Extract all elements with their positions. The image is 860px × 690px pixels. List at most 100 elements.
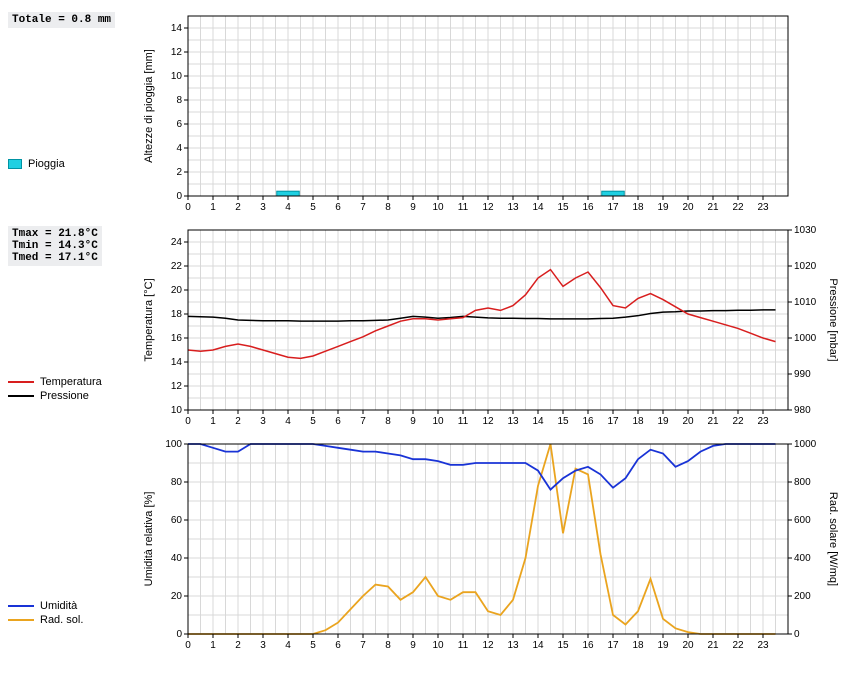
svg-text:18: 18 [632,640,644,651]
svg-text:Pressione [mbar]: Pressione [mbar] [827,278,838,361]
legend-rain-label: Pioggia [28,158,65,170]
svg-text:11: 11 [458,416,469,427]
svg-text:20: 20 [682,202,694,213]
svg-text:40: 40 [171,553,183,564]
svg-text:800: 800 [794,477,811,488]
svg-text:23: 23 [757,640,769,651]
svg-text:9: 9 [410,202,416,213]
svg-text:12: 12 [171,47,183,58]
svg-text:22: 22 [171,261,183,272]
svg-text:3: 3 [260,640,266,651]
svg-text:17: 17 [607,640,619,651]
svg-text:Umidità relativa [%]: Umidità relativa [%] [143,492,155,587]
svg-text:1: 1 [210,640,216,651]
legend-radiation-label: Rad. sol. [40,614,83,626]
svg-text:15: 15 [557,202,569,213]
svg-text:16: 16 [171,333,183,344]
svg-text:20: 20 [171,591,183,602]
svg-text:21: 21 [707,202,719,213]
svg-text:23: 23 [757,202,769,213]
svg-text:5: 5 [310,202,316,213]
svg-text:10: 10 [432,202,444,213]
svg-text:12: 12 [482,416,494,427]
svg-text:1: 1 [210,416,216,427]
svg-text:20: 20 [171,285,183,296]
svg-text:1000: 1000 [794,333,817,344]
svg-text:4: 4 [285,416,291,427]
svg-text:10: 10 [171,405,183,416]
svg-text:6: 6 [176,119,182,130]
legend-pressure-label: Pressione [40,390,89,402]
svg-text:2: 2 [235,202,241,213]
svg-text:22: 22 [732,416,744,427]
svg-text:13: 13 [507,640,519,651]
svg-text:3: 3 [260,202,266,213]
svg-text:8: 8 [385,416,391,427]
svg-text:600: 600 [794,515,811,526]
svg-text:100: 100 [165,439,182,450]
svg-text:14: 14 [171,357,183,368]
svg-text:1010: 1010 [794,297,817,308]
svg-text:17: 17 [607,416,619,427]
svg-text:11: 11 [458,202,469,213]
legend-temp: Temperatura [8,376,138,388]
svg-text:8: 8 [176,95,182,106]
svg-text:200: 200 [794,591,811,602]
temp-line-swatch [8,381,34,383]
svg-text:19: 19 [657,640,669,651]
svg-text:16: 16 [582,202,594,213]
svg-text:13: 13 [507,202,519,213]
humidity-line-swatch [8,605,34,607]
svg-text:80: 80 [171,477,183,488]
svg-text:4: 4 [285,640,291,651]
svg-text:18: 18 [171,309,183,320]
svg-text:5: 5 [310,640,316,651]
svg-text:9: 9 [410,640,416,651]
pressure-line-swatch [8,395,34,397]
svg-text:19: 19 [657,416,669,427]
svg-text:13: 13 [507,416,519,427]
svg-text:980: 980 [794,405,811,416]
svg-text:10: 10 [171,71,183,82]
svg-text:14: 14 [171,23,183,34]
svg-text:16: 16 [582,640,594,651]
svg-text:12: 12 [482,640,494,651]
svg-text:9: 9 [410,416,416,427]
svg-text:18: 18 [632,416,644,427]
svg-text:60: 60 [171,515,183,526]
svg-text:4: 4 [285,202,291,213]
svg-text:18: 18 [632,202,644,213]
svg-text:Rad. solare [W/mq]: Rad. solare [W/mq] [827,492,838,586]
svg-text:10: 10 [432,416,444,427]
tmin-label: Tmin = 14.3°C [12,240,98,252]
svg-text:0: 0 [185,640,191,651]
svg-text:8: 8 [385,640,391,651]
rain-swatch [8,159,22,169]
legend-humidity: Umidità [8,600,138,612]
svg-text:14: 14 [532,640,544,651]
svg-text:0: 0 [176,191,182,202]
svg-text:22: 22 [732,202,744,213]
svg-text:7: 7 [360,640,366,651]
svg-text:20: 20 [682,640,694,651]
legend-radiation: Rad. sol. [8,614,138,626]
svg-text:12: 12 [482,202,494,213]
svg-text:1: 1 [210,202,216,213]
legend-humidity-label: Umidità [40,600,77,612]
svg-text:20: 20 [682,416,694,427]
svg-text:14: 14 [532,202,544,213]
svg-text:7: 7 [360,202,366,213]
tmax-label: Tmax = 21.8°C [12,228,98,240]
svg-text:2: 2 [176,167,182,178]
svg-text:4: 4 [176,143,182,154]
svg-text:0: 0 [185,202,191,213]
svg-text:16: 16 [582,416,594,427]
svg-text:0: 0 [176,629,182,640]
svg-text:2: 2 [235,416,241,427]
svg-text:19: 19 [657,202,669,213]
legend-rain: Pioggia [8,158,138,170]
svg-text:0: 0 [794,629,800,640]
svg-text:6: 6 [335,640,341,651]
svg-text:11: 11 [458,640,469,651]
svg-text:17: 17 [607,202,619,213]
